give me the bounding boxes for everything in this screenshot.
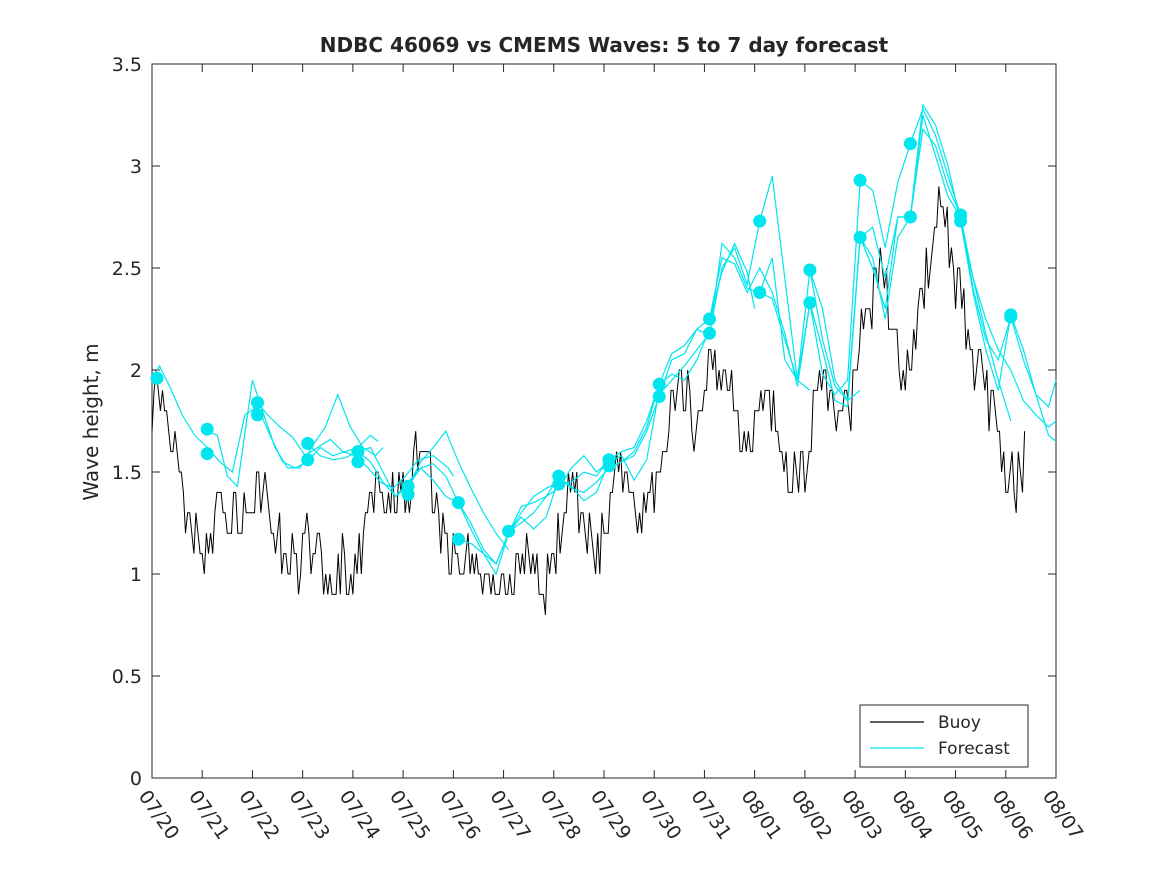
forecast-marker: [652, 377, 666, 391]
forecast-marker: [251, 396, 264, 410]
forecast-marker: [753, 286, 767, 299]
forecast-marker: [853, 230, 867, 244]
forecast-marker: [1004, 310, 1018, 324]
forecast-marker: [703, 312, 716, 326]
forecast-marker: [652, 390, 666, 403]
buoy-series-line: [151, 186, 1026, 615]
forecast-marker: [301, 453, 315, 467]
y-tick-label: 3.5: [112, 54, 142, 76]
y-axis-label: Wave height, m: [79, 343, 103, 500]
forecast-marker: [200, 447, 214, 461]
y-tick-label: 0: [130, 768, 142, 790]
y-tick-label: 0.5: [112, 666, 142, 688]
forecast-marker: [753, 214, 767, 228]
forecast-marker: [251, 408, 264, 422]
forecast-marker: [803, 296, 817, 310]
forecast-marker: [401, 487, 415, 501]
forecast-marker: [552, 477, 566, 491]
legend-label: Buoy: [938, 713, 981, 733]
forecast-marker: [351, 445, 365, 459]
y-tick-label: 2.5: [112, 258, 142, 280]
y-tick-label: 2: [130, 360, 142, 382]
forecast-marker: [502, 524, 516, 538]
legend: Buoy Forecast: [859, 704, 1029, 768]
forecast-marker: [451, 532, 465, 546]
forecast-series-line: [206, 380, 384, 488]
forecast-marker: [853, 173, 867, 187]
forecast-marker: [451, 496, 465, 510]
forecast-marker: [903, 210, 917, 224]
y-tick-label: 1.5: [112, 462, 142, 484]
forecast-marker: [602, 459, 616, 473]
forecast-marker: [150, 371, 164, 385]
forecast-marker: [301, 436, 315, 450]
legend-label: Forecast: [938, 739, 1010, 759]
forecast-marker: [954, 214, 968, 228]
y-tick-label: 3: [130, 156, 142, 178]
forecast-marker: [803, 263, 817, 277]
chart-title: NDBC 46069 vs CMEMS Waves: 5 to 7 day fo…: [320, 33, 889, 57]
axes-box: [151, 63, 1057, 779]
legend-box: [859, 704, 1029, 768]
forecast-marker: [351, 455, 365, 469]
y-tick-label: 1: [130, 564, 142, 586]
forecast-marker: [200, 422, 214, 436]
forecast-marker: [703, 326, 716, 340]
forecast-marker: [903, 137, 917, 151]
